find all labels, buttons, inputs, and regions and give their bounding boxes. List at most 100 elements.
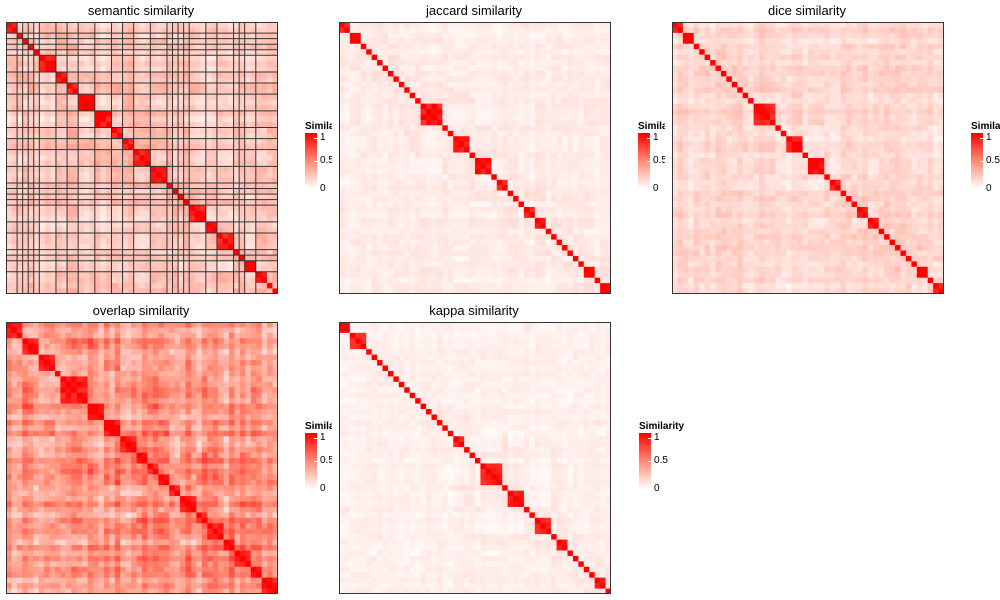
heatmap-cell	[78, 27, 85, 34]
heatmap-cell	[250, 110, 257, 117]
heatmap-cell	[100, 205, 107, 212]
heatmap-cell	[409, 109, 416, 115]
heatmap-cell	[409, 223, 416, 230]
heatmap-cell	[382, 103, 389, 110]
heatmap-cell	[540, 38, 547, 45]
heatmap-cell	[250, 255, 257, 262]
heatmap-cell	[502, 27, 508, 34]
heatmap-cell	[589, 201, 596, 208]
heatmap-cell	[780, 22, 787, 28]
heatmap-cell	[211, 94, 218, 101]
heatmap-cell	[22, 210, 29, 217]
heatmap-cell	[44, 33, 51, 40]
heatmap-cell	[420, 65, 427, 72]
heatmap-cell	[67, 249, 73, 256]
heatmap-cell	[436, 130, 443, 137]
heatmap-cell	[431, 190, 438, 197]
heatmap-cell	[128, 288, 135, 294]
heatmap-cell	[200, 105, 207, 112]
heatmap-cell	[507, 81, 514, 88]
heatmap-cell	[513, 136, 519, 143]
heatmap-cell	[194, 105, 201, 112]
heatmap-cell	[222, 105, 229, 112]
heatmap-cell	[578, 130, 585, 137]
heatmap-cell	[578, 49, 585, 55]
heatmap-cell	[431, 70, 438, 77]
heatmap-cell	[28, 177, 35, 184]
heatmap-cell	[22, 38, 29, 45]
heatmap-cell	[94, 221, 101, 228]
heatmap-cell	[22, 271, 29, 278]
heatmap-cell	[94, 238, 101, 245]
heatmap-cell	[233, 94, 240, 101]
heatmap-cell	[360, 185, 367, 191]
heatmap-cell	[507, 32, 514, 39]
heatmap-cell	[244, 277, 251, 284]
heatmap-cell	[469, 223, 476, 230]
heatmap-cell	[426, 223, 432, 230]
heatmap-cell	[453, 60, 460, 66]
heatmap-cell	[250, 266, 257, 273]
heatmap-cell	[540, 250, 547, 257]
heatmap-cell	[166, 249, 173, 256]
heatmap-cell	[382, 109, 389, 115]
heatmap-cell	[22, 171, 29, 178]
heatmap-cell	[111, 110, 118, 117]
heatmap-cell	[491, 119, 498, 126]
heatmap-cell	[128, 49, 135, 56]
heatmap-cell	[100, 216, 107, 223]
heatmap-cell	[426, 125, 432, 132]
heatmap-cell	[239, 244, 246, 250]
heatmap-cell	[545, 65, 552, 72]
heatmap-cell	[485, 87, 492, 94]
heatmap-cell	[33, 227, 40, 234]
heatmap-cell	[128, 71, 135, 78]
heatmap-cell	[589, 266, 596, 273]
heatmap-cell	[105, 27, 112, 34]
heatmap-cell	[578, 103, 585, 110]
heatmap-cell	[189, 160, 196, 167]
heatmap-cell	[222, 182, 229, 189]
heatmap-cell	[366, 190, 372, 197]
heatmap-cell	[11, 77, 18, 84]
heatmap-cell	[469, 49, 476, 55]
heatmap-cell	[111, 149, 118, 156]
heatmap-cell	[72, 177, 79, 184]
heatmap-cell	[551, 130, 557, 137]
heatmap-cell	[11, 133, 18, 139]
heatmap-cell	[453, 168, 460, 175]
heatmap-cell	[480, 152, 487, 159]
heatmap-cell	[360, 136, 367, 143]
heatmap-cell	[216, 138, 223, 145]
heatmap-cell	[453, 147, 460, 153]
heatmap-cell	[33, 232, 40, 239]
heatmap-cell	[491, 43, 498, 50]
heatmap-cell	[100, 121, 107, 128]
heatmap-cell	[183, 194, 190, 200]
heatmap-cell	[228, 116, 234, 123]
heatmap-cell	[100, 188, 107, 195]
heatmap-cell	[371, 185, 378, 191]
heatmap-cell	[426, 130, 432, 137]
heatmap-cell	[194, 88, 201, 95]
heatmap-cell	[83, 166, 90, 173]
heatmap-cell	[250, 133, 257, 139]
heatmap-cell	[431, 76, 438, 83]
heatmap-cell	[485, 266, 492, 273]
heatmap-cell	[529, 255, 536, 262]
heatmap-cell	[44, 221, 51, 228]
heatmap-cell	[371, 217, 378, 224]
heatmap-cell	[507, 185, 514, 191]
heatmap-cell	[67, 88, 73, 95]
heatmap-cell	[393, 87, 400, 94]
heatmap-cell	[513, 255, 519, 262]
heatmap-cell	[545, 76, 552, 83]
heatmap-cell	[507, 109, 514, 115]
heatmap-cell	[183, 83, 190, 89]
heatmap-cell	[409, 168, 416, 175]
heatmap-cell	[117, 110, 123, 117]
heatmap-cell	[272, 38, 278, 45]
heatmap-cell	[339, 22, 345, 28]
heatmap-cell	[178, 121, 184, 128]
heatmap-cell	[578, 196, 585, 202]
